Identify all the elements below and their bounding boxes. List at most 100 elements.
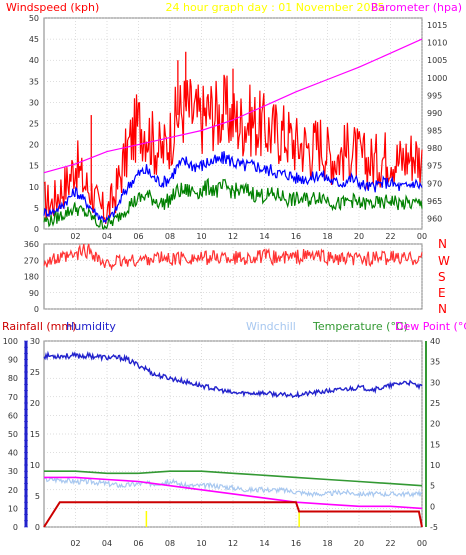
direction-label-s: S xyxy=(438,270,446,284)
direction-series xyxy=(43,243,423,272)
time-tick-label: 12 xyxy=(228,539,238,548)
time-tick-label: 04 xyxy=(102,539,112,548)
series-temperature-c xyxy=(44,470,423,487)
time-tick-label: 00 xyxy=(417,232,427,241)
humidity-label: Humidity xyxy=(66,320,116,333)
time-tick-label: 20 xyxy=(354,232,364,241)
rainfall-tick-label: 20 xyxy=(30,399,40,408)
barometer-tick-label: 1005 xyxy=(427,56,447,65)
humidity-tick-label: 10 xyxy=(8,504,18,513)
time-tick-label: 22 xyxy=(385,539,395,548)
series-humidity xyxy=(43,350,423,399)
series-wind-direction xyxy=(43,243,423,272)
time-tick-label: 10 xyxy=(196,539,206,548)
direction-label-n-top: N xyxy=(438,237,447,251)
barometer-tick-label: 995 xyxy=(427,91,442,100)
time-axis-bottom: 02 04 06 08 10 12 14 16 18 20 22 00 xyxy=(70,539,427,548)
time-tick-label: 10 xyxy=(196,232,206,241)
windspeed-tick-label: 10 xyxy=(29,183,39,192)
series-dew-point-c xyxy=(44,476,423,510)
time-tick-label: 12 xyxy=(228,232,238,241)
windspeed-tick-label: 45 xyxy=(29,35,39,44)
barometer-tick-label: 960 xyxy=(427,214,442,223)
time-tick-label: 16 xyxy=(291,539,301,548)
rainfall-tick-label: 5 xyxy=(35,492,40,501)
windspeed-tick-label: 0 xyxy=(34,225,39,234)
time-tick-label: 02 xyxy=(70,539,80,548)
rainfall-axis: 0 5 10 15 20 25 30 xyxy=(24,337,40,532)
barometer-tick-label: 985 xyxy=(427,127,442,136)
barometer-tick-label: 975 xyxy=(427,162,442,171)
rainfall-label: Rainfall (mm) xyxy=(2,320,76,333)
direction-degree-axis: 360 270 180 90 0 xyxy=(24,240,39,314)
humidity-tick-label: 30 xyxy=(8,467,18,476)
humidity-tick-label: 0 xyxy=(13,523,18,532)
barometer-tick-label: 980 xyxy=(427,144,442,153)
barometer-tick-label: 990 xyxy=(427,109,442,118)
series-windspeed-kph xyxy=(43,74,423,225)
humidity-tick-label: 70 xyxy=(8,393,18,402)
wind-panel-series xyxy=(43,38,423,230)
series-windchill xyxy=(43,476,423,499)
graph-title: 24 hour graph day : 01 November 2025 xyxy=(165,1,384,14)
windspeed-label: Windspeed (kph) xyxy=(6,1,99,14)
temperature-tick-label: 10 xyxy=(430,461,440,470)
direction-panel: 360 270 180 90 0 xyxy=(24,240,423,314)
barometer-tick-label: 1010 xyxy=(427,39,447,48)
time-tick-label: 22 xyxy=(385,232,395,241)
time-tick-label: 08 xyxy=(165,232,175,241)
windspeed-tick-label: 20 xyxy=(29,141,39,150)
barometer-tick-label: 1000 xyxy=(427,74,447,83)
temperature-tick-label: 20 xyxy=(430,420,440,429)
climate-panel-series xyxy=(43,350,423,528)
rainfall-tick-label: 25 xyxy=(30,368,40,377)
barometer-axis: 960 965 970 975 980 985 990 995 1000 1005 1010 1015 xyxy=(427,21,447,223)
humidity-tick-label: 40 xyxy=(8,449,18,458)
windspeed-tick-label: 5 xyxy=(34,204,39,213)
temperature-axis: -5 0 5 10 15 20 25 30 35 40 xyxy=(425,337,440,532)
time-tick-label: 06 xyxy=(133,539,143,548)
time-tick-label: 20 xyxy=(354,539,364,548)
windspeed-tick-label: 50 xyxy=(29,14,39,23)
temperature-tick-label: 0 xyxy=(430,502,435,511)
temperature-tick-label: 25 xyxy=(430,399,440,408)
direction-tick-label: 0 xyxy=(34,305,39,314)
humidity-tick-label: 100 xyxy=(3,337,18,346)
temperature-tick-label: 5 xyxy=(430,482,435,491)
windchill-label: Windchill xyxy=(246,320,296,333)
direction-tick-label: 360 xyxy=(24,240,39,249)
time-tick-label: 04 xyxy=(102,232,112,241)
direction-label-n-bottom: N xyxy=(438,302,447,316)
temperature-tick-label: 35 xyxy=(430,358,440,367)
temperature-tick-label: 40 xyxy=(430,337,440,346)
temperature-tick-label: 15 xyxy=(430,440,440,449)
barometer-tick-label: 970 xyxy=(427,179,442,188)
time-axis-top: 02 04 06 08 10 12 14 16 18 20 22 00 xyxy=(70,232,427,241)
time-tick-label: 18 xyxy=(322,232,332,241)
series-rainfall-mm xyxy=(43,501,423,528)
barometer-label: Barometer (hpa) xyxy=(371,1,462,14)
rainfall-tick-label: 15 xyxy=(30,430,40,439)
time-tick-label: 00 xyxy=(417,539,427,548)
time-tick-label: 14 xyxy=(259,539,269,548)
climate-panel: 0 10 20 30 40 50 60 70 80 90 100 0 5 10 15 20 25 30 -5 0 5… xyxy=(3,337,440,548)
windspeed-axis: 0 5 10 15 20 25 30 35 40 45 50 xyxy=(29,14,39,234)
temperature-tick-label: 30 xyxy=(430,378,440,387)
direction-tick-label: 270 xyxy=(24,256,39,265)
series-wind-low xyxy=(43,177,423,230)
rainfall-tick-label: 30 xyxy=(30,337,40,346)
windspeed-tick-label: 15 xyxy=(29,162,39,171)
time-tick-label: 14 xyxy=(259,232,269,241)
time-tick-label: 08 xyxy=(165,539,175,548)
windspeed-tick-label: 25 xyxy=(29,120,39,129)
barometer-tick-label: 965 xyxy=(427,197,442,206)
humidity-axis: 0 10 20 30 40 50 60 70 80 90 100 xyxy=(3,337,18,532)
time-tick-label: 16 xyxy=(291,232,301,241)
direction-tick-label: 90 xyxy=(29,289,39,298)
time-tick-label: 18 xyxy=(322,539,332,548)
rainfall-tick-label: 10 xyxy=(30,461,40,470)
humidity-tick-label: 90 xyxy=(8,356,18,365)
humidity-tick-label: 50 xyxy=(8,430,18,439)
